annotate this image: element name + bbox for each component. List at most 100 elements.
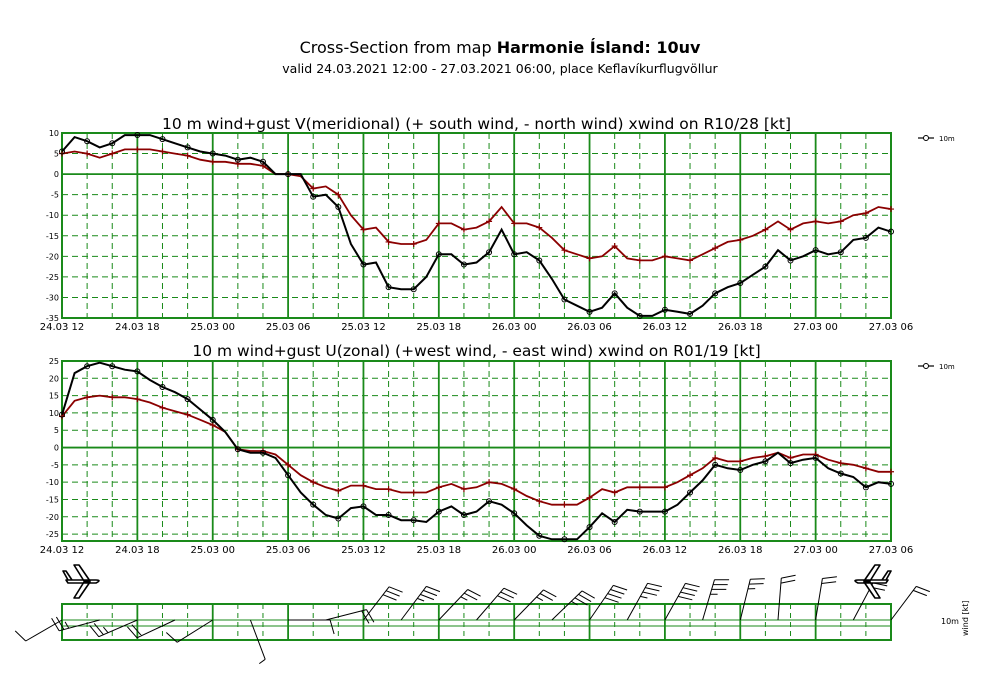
wind-10m-point bbox=[536, 532, 543, 539]
y-tick-label: 15 bbox=[49, 392, 59, 401]
wind-10m-point bbox=[360, 261, 367, 268]
gust-point bbox=[209, 422, 216, 429]
x-tick-label: 26.03 12 bbox=[643, 322, 688, 333]
wind-barb bbox=[127, 619, 176, 639]
wind-10m-point bbox=[234, 446, 241, 453]
gust-series-line bbox=[61, 148, 892, 262]
wind-10m-point bbox=[536, 257, 543, 264]
wind-10m-point bbox=[561, 296, 568, 303]
gust-point bbox=[687, 257, 694, 264]
gust-point bbox=[385, 486, 392, 493]
wind-10m-point bbox=[636, 312, 643, 319]
barb-legend-unit: wind [kt] bbox=[961, 601, 970, 636]
wind-10m-point bbox=[335, 204, 342, 210]
gust-point bbox=[787, 226, 794, 233]
title-prefix: Cross-Section from map bbox=[299, 38, 492, 57]
y-tick-label: -5 bbox=[51, 461, 59, 470]
wind-10m-series-line bbox=[61, 361, 892, 541]
x-tick-label: 25.03 06 bbox=[266, 545, 311, 556]
wind-10m-point bbox=[59, 411, 65, 418]
y-tick-label: -10 bbox=[46, 478, 59, 487]
wind-10m-point bbox=[360, 503, 367, 510]
y-tick-label: 25 bbox=[49, 357, 59, 366]
y-tick-label: -35 bbox=[46, 314, 59, 323]
wind-10m-point bbox=[259, 158, 266, 165]
airplane-icon bbox=[854, 564, 892, 599]
wind-barb bbox=[288, 619, 335, 635]
wind-barb bbox=[513, 589, 557, 621]
wind-barb bbox=[739, 578, 765, 621]
panel-title: 10 m wind+gust U(zonal) (+west wind, - e… bbox=[192, 342, 760, 360]
wind-10m-point bbox=[134, 132, 141, 139]
gust-point bbox=[435, 220, 442, 227]
chart-title: Cross-Section from map Harmonie Ísland: … bbox=[0, 38, 1000, 57]
wind-10m-point bbox=[109, 140, 116, 147]
wind-10m-point bbox=[209, 416, 216, 423]
gust-point bbox=[812, 218, 819, 225]
wind-10m-point bbox=[59, 148, 65, 155]
wind-10m-point bbox=[611, 290, 618, 297]
gust-point bbox=[511, 220, 518, 227]
plot-frame bbox=[61, 132, 892, 319]
wind-10m-point bbox=[285, 171, 292, 178]
wind-barb bbox=[664, 582, 700, 621]
gust-point bbox=[611, 489, 618, 496]
wind-10m-point bbox=[862, 484, 869, 491]
gust-point bbox=[385, 238, 392, 245]
gust-point bbox=[310, 479, 317, 486]
gust-point bbox=[460, 486, 467, 493]
wind-barb bbox=[589, 584, 628, 621]
gust-point bbox=[536, 498, 543, 505]
gust-point bbox=[712, 245, 719, 252]
x-tick-label: 25.03 12 bbox=[341, 545, 386, 556]
wind-10m-point bbox=[285, 472, 292, 479]
gust-point bbox=[209, 158, 216, 165]
x-tick-label: 27.03 06 bbox=[869, 322, 914, 333]
gust-point bbox=[661, 484, 668, 491]
wind-10m-point bbox=[888, 228, 894, 235]
y-tick-label: 5 bbox=[54, 426, 59, 435]
y-tick-label: -5 bbox=[51, 191, 59, 200]
title-map-name: Harmonie Ísland: 10uv bbox=[496, 38, 701, 57]
wind-10m-point bbox=[862, 234, 869, 241]
gust-point bbox=[687, 472, 694, 479]
gust-point bbox=[410, 241, 417, 247]
x-tick-label: 25.03 12 bbox=[341, 322, 386, 333]
wind-barb bbox=[777, 574, 796, 621]
wind-10m-point bbox=[184, 144, 191, 151]
wind-10m-point bbox=[385, 512, 392, 519]
gust-point bbox=[134, 146, 141, 153]
y-tick-label: 20 bbox=[49, 374, 59, 383]
wind-10m-point bbox=[586, 308, 593, 315]
wind-10m-point bbox=[335, 515, 342, 522]
x-tick-label: 25.03 06 bbox=[266, 322, 311, 333]
x-tick-label: 24.03 18 bbox=[115, 545, 160, 556]
x-tick-label: 27.03 00 bbox=[793, 322, 838, 333]
x-tick-label: 26.03 00 bbox=[492, 322, 537, 333]
gust-point bbox=[184, 411, 191, 418]
wind-10m-point bbox=[561, 536, 568, 543]
x-tick-label: 24.03 12 bbox=[40, 545, 85, 556]
gust-point bbox=[712, 454, 719, 461]
wind-10m-point bbox=[109, 363, 116, 370]
u-zonal-chart: 10 m wind+gust U(zonal) (+west wind, - e… bbox=[40, 342, 955, 556]
wind-barb bbox=[626, 582, 662, 621]
wind-barb bbox=[89, 619, 138, 638]
gust-point bbox=[486, 479, 493, 486]
y-tick-label: -20 bbox=[46, 252, 59, 261]
wind-10m-point bbox=[687, 310, 694, 317]
y-tick-label: 10 bbox=[49, 409, 59, 418]
wind-10m-point bbox=[636, 508, 643, 515]
wind-10m-point bbox=[159, 136, 166, 143]
gust-point bbox=[561, 247, 568, 254]
gust-point bbox=[661, 253, 668, 260]
wind-10m-point bbox=[787, 460, 794, 467]
x-tick-label: 26.03 12 bbox=[643, 545, 688, 556]
x-tick-label: 26.03 06 bbox=[567, 322, 612, 333]
wind-10m-point bbox=[837, 470, 844, 477]
wind-10m-point bbox=[84, 363, 91, 370]
wind-10m-point bbox=[134, 368, 141, 375]
wind-10m-point bbox=[410, 517, 417, 524]
wind-10m-point bbox=[712, 461, 719, 468]
gust-point bbox=[134, 396, 141, 403]
